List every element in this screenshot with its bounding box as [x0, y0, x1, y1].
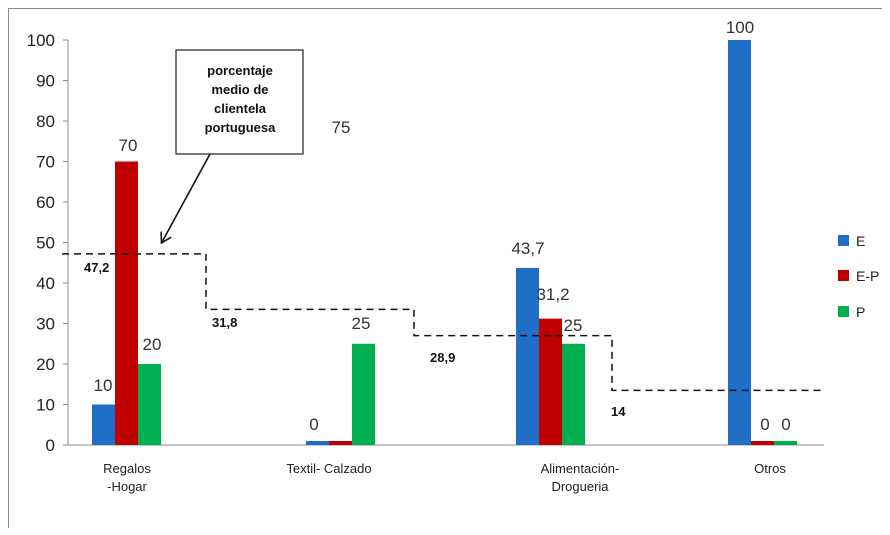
data-label: 25 [352, 314, 371, 333]
average-label: 31,8 [212, 315, 237, 330]
y-tick-label: 70 [36, 153, 55, 172]
y-tick-label: 0 [46, 436, 55, 455]
average-step-line [62, 253, 824, 392]
legend-label: E [856, 233, 865, 249]
bar-p-0 [138, 364, 161, 445]
x-category-label: Textil- Calzado [286, 461, 371, 476]
bar-e-3 [728, 40, 751, 445]
legend-swatch-e-p [838, 270, 849, 281]
average-label: 28,9 [430, 350, 455, 365]
y-tick-label: 80 [36, 112, 55, 131]
x-category-label: Drogueria [551, 479, 609, 494]
y-tick-label: 20 [36, 355, 55, 374]
bar-p-2 [562, 343, 585, 445]
legend-label: P [856, 304, 865, 320]
y-tick-label: 90 [36, 72, 55, 91]
bar-e-p-3 [751, 441, 774, 445]
data-label: 0 [760, 415, 769, 434]
bars [92, 40, 797, 445]
y-tick-label: 50 [36, 234, 55, 253]
data-label: 70 [119, 136, 138, 155]
chart-frame [8, 8, 882, 528]
annotation-text: portuguesa [205, 120, 277, 135]
legend-label: E-P [856, 268, 879, 284]
average-label: 14 [611, 404, 626, 419]
annotation-text: porcentaje [207, 63, 273, 78]
annotation-box [175, 49, 304, 155]
bar-e-1 [306, 441, 329, 445]
average-label: 47,2 [84, 260, 109, 275]
y-tick-label: 100 [27, 31, 55, 50]
y-tick-label: 10 [36, 396, 55, 415]
x-category-label: Alimentación- [541, 461, 620, 476]
legend-swatch-p [838, 306, 849, 317]
data-label: 43,7 [511, 239, 544, 258]
bar-e-p-2 [539, 318, 562, 445]
data-label: 25 [564, 316, 583, 335]
data-label: 0 [781, 415, 790, 434]
bar-p-1 [352, 343, 375, 445]
data-label: 100 [726, 18, 754, 37]
bar-e-0 [92, 404, 115, 445]
bar-e-p-0 [115, 161, 138, 445]
average-line: 47,2 31,8 28,9 14 [62, 253, 824, 419]
annotation: porcentaje medio de clientela portuguesa [162, 49, 304, 242]
y-tick-label: 60 [36, 193, 55, 212]
data-label: 0 [309, 415, 318, 434]
y-tick-label: 30 [36, 315, 55, 334]
bar-e-2 [516, 268, 539, 445]
x-category-label: Otros [754, 461, 786, 476]
x-category-label: Regalos [103, 461, 151, 476]
legend-swatch-e [838, 235, 849, 246]
data-label: 31,2 [536, 285, 569, 304]
data-label: 10 [94, 376, 113, 395]
x-category-label: -Hogar [107, 479, 147, 494]
annotation-arrow [162, 153, 211, 242]
axes: 0102030405060708090100Regalos-HogarTexti… [27, 31, 824, 494]
data-label: 20 [143, 335, 162, 354]
legend: E E-P P [838, 233, 879, 320]
bar-e-p-1 [329, 441, 352, 445]
annotation-text: medio de [211, 82, 268, 97]
y-tick-label: 40 [36, 274, 55, 293]
bar-p-3 [774, 441, 797, 445]
annotation-text: clientela [214, 101, 267, 116]
data-label: 75 [332, 118, 351, 137]
